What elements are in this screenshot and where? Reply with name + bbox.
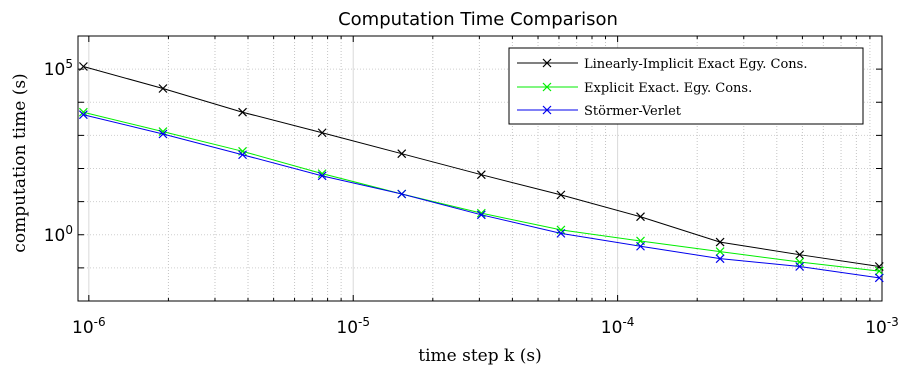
series-3-marker bbox=[556, 228, 566, 238]
legend-label: Explicit Exact. Egy. Cons. bbox=[584, 81, 752, 96]
series-1-marker-stroke-b bbox=[397, 149, 407, 159]
series-1-marker-stroke-b bbox=[715, 237, 725, 247]
series-1-marker bbox=[78, 62, 88, 71]
series-3-marker-stroke-b bbox=[397, 189, 407, 199]
chart-title: Computation Time Comparison bbox=[338, 9, 618, 30]
legend: Linearly-Implicit Exact Egy. Cons. Explic… bbox=[508, 47, 864, 125]
series-1-marker-stroke-b bbox=[238, 107, 247, 117]
legend-swatch-marker bbox=[542, 82, 552, 92]
series-2-marker-stroke-b bbox=[317, 169, 327, 179]
series-2-marker bbox=[715, 247, 725, 257]
series-1-marker bbox=[476, 170, 486, 180]
series-1-marker bbox=[397, 149, 407, 159]
series-3-marker bbox=[397, 189, 407, 199]
series-1-marker bbox=[636, 212, 645, 222]
series-3-marker bbox=[78, 110, 88, 120]
x-tick-label: 10-3 bbox=[865, 315, 899, 338]
series-1-marker bbox=[238, 107, 247, 117]
x-axis-label: time step k (s) bbox=[418, 346, 541, 366]
legend-label: Linearly-Implicit Exact Egy. Cons. bbox=[584, 57, 807, 72]
series-3-marker bbox=[238, 150, 247, 160]
legend-entry-1: Linearly-Implicit Exact Egy. Cons. bbox=[517, 57, 807, 72]
series-3-marker-stroke-b bbox=[636, 241, 645, 251]
y-tick-label: 100 bbox=[44, 223, 73, 246]
series-1-marker bbox=[715, 237, 725, 247]
legend-swatch-marker-stroke-b bbox=[542, 58, 552, 68]
series-1-marker bbox=[158, 84, 168, 93]
series-3-marker-stroke-b bbox=[78, 110, 88, 120]
series-3-marker-stroke-b bbox=[238, 150, 247, 160]
series-1-marker-stroke-b bbox=[556, 190, 566, 200]
series-2-marker bbox=[795, 257, 805, 267]
series-3-marker-stroke-b bbox=[158, 129, 168, 139]
series-3 bbox=[78, 110, 884, 283]
series-3-marker-stroke-b bbox=[556, 228, 566, 238]
series-3-marker bbox=[636, 241, 645, 251]
legend-swatch-marker-stroke-b bbox=[542, 82, 552, 92]
series-3-marker bbox=[715, 254, 725, 264]
series-3-marker-stroke-b bbox=[874, 273, 884, 283]
grid-layer bbox=[78, 35, 883, 302]
legend-box bbox=[508, 47, 864, 125]
legend-items: Linearly-Implicit Exact Egy. Cons. Explic… bbox=[517, 57, 807, 119]
series-layer bbox=[78, 62, 884, 283]
legend-entry-3: Störmer-Verlet bbox=[517, 104, 682, 119]
x-tick-label: 10-4 bbox=[601, 315, 635, 338]
series-2-marker-stroke-b bbox=[158, 127, 168, 137]
series-1-marker-stroke-b bbox=[78, 62, 88, 71]
series-2-marker bbox=[874, 266, 884, 276]
series-3-marker bbox=[317, 171, 327, 181]
series-2-marker-stroke-b bbox=[874, 266, 884, 276]
series-1-marker-stroke-b bbox=[317, 128, 327, 138]
y-axis-label: computation time (s) bbox=[10, 73, 30, 252]
y-tick-label: 105 bbox=[44, 57, 73, 80]
legend-swatch-marker-stroke-b bbox=[542, 105, 552, 115]
ticks-layer: 10-6 10-5 10-4 10-3 100 105 bbox=[44, 35, 899, 338]
series-3-marker bbox=[476, 210, 486, 220]
series-1-marker bbox=[317, 128, 327, 138]
series-3-marker bbox=[874, 273, 884, 283]
series-2-marker-stroke-b bbox=[476, 208, 486, 218]
series-2-marker-stroke-b bbox=[715, 247, 725, 257]
legend-swatch-marker bbox=[542, 58, 552, 68]
x-tick-label: 10-6 bbox=[72, 315, 106, 338]
series-3-marker-stroke-b bbox=[795, 262, 805, 271]
series-1-marker-stroke-b bbox=[476, 170, 486, 180]
series-2-marker-stroke-b bbox=[795, 257, 805, 267]
series-2-marker-stroke-b bbox=[78, 107, 88, 117]
series-3-marker-stroke-b bbox=[317, 171, 327, 181]
legend-entry-2: Explicit Exact. Egy. Cons. bbox=[517, 81, 752, 96]
series-3-marker bbox=[795, 262, 805, 271]
series-1-marker bbox=[556, 190, 566, 200]
legend-swatch-marker bbox=[542, 105, 552, 115]
series-1 bbox=[78, 62, 884, 271]
series-3-marker-stroke-b bbox=[715, 254, 725, 264]
series-3-marker-stroke-b bbox=[476, 210, 486, 220]
series-1-marker-stroke-b bbox=[158, 84, 168, 93]
series-1-marker bbox=[795, 250, 805, 260]
series-1-marker-stroke-b bbox=[636, 212, 645, 222]
legend-label: Störmer-Verlet bbox=[584, 104, 682, 119]
series-3-marker bbox=[158, 129, 168, 139]
series-1-marker-stroke-b bbox=[795, 250, 805, 260]
x-tick-label: 10-5 bbox=[336, 315, 370, 338]
